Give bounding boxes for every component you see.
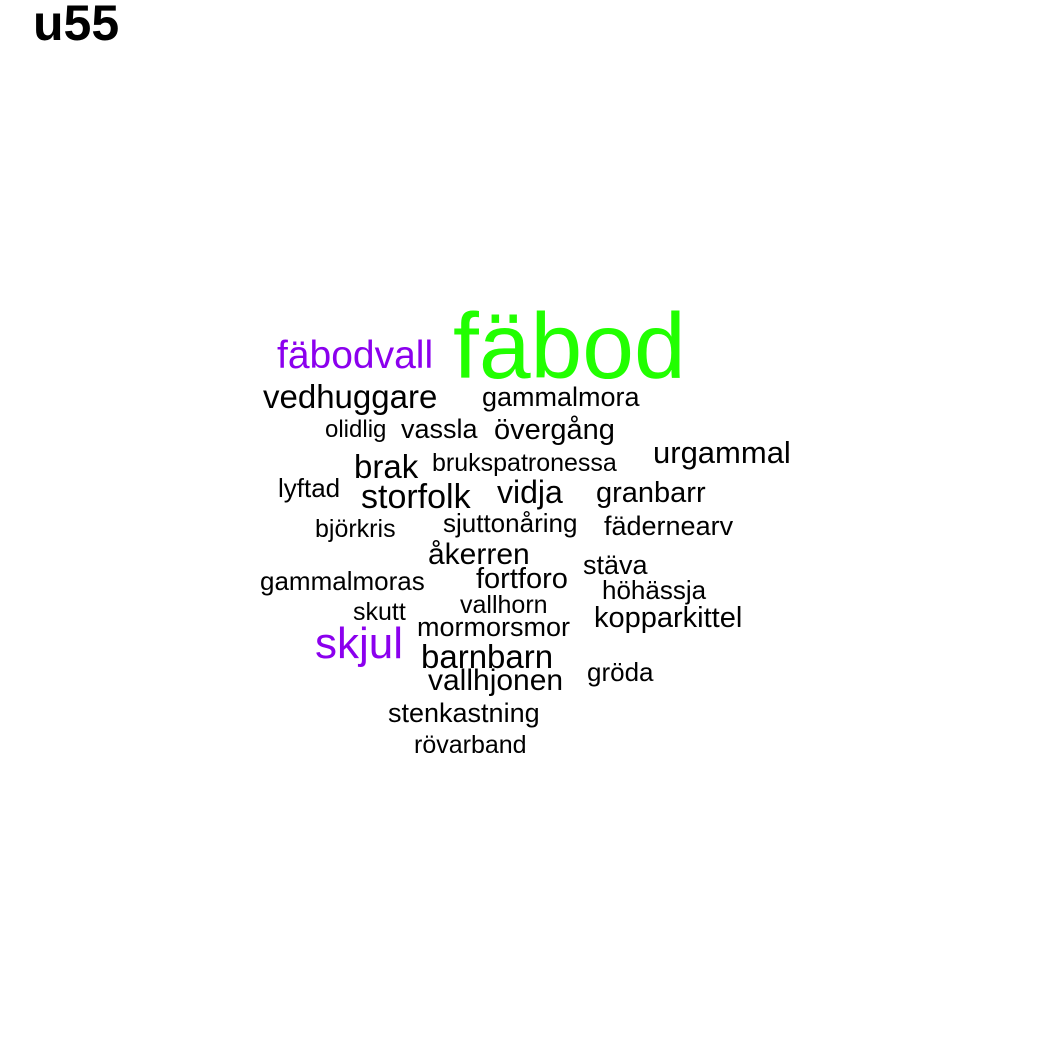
word-vallhorn: vallhorn — [460, 591, 548, 619]
word-brukspatronessa: brukspatronessa — [432, 449, 617, 477]
word-hohassja: höhässja — [602, 575, 707, 605]
word-vassla: vassla — [401, 414, 478, 444]
word-akerren: åkerren — [428, 538, 530, 571]
word-fortforo: fortforo — [476, 563, 568, 595]
word-gammalmoras: gammalmoras — [260, 566, 425, 596]
word-fabod: fäbod — [453, 294, 686, 398]
word-skjul: skjul — [315, 619, 404, 668]
word-rovarband: rövarband — [414, 731, 527, 759]
word-barnbarn: barnbarn — [421, 638, 554, 675]
word-gammalmora: gammalmora — [482, 382, 640, 412]
word-storfolk: storfolk — [361, 478, 471, 516]
word-groda: gröda — [587, 657, 654, 687]
page-title: u55 — [33, 0, 120, 51]
word-skutt: skutt — [353, 598, 406, 626]
word-vedhuggare: vedhuggare — [263, 378, 438, 415]
word-mormorsmor: mormorsmor — [417, 612, 570, 642]
word-granbarr: granbarr — [596, 477, 706, 509]
word-kopparkittel: kopparkittel — [594, 602, 743, 634]
word-sjuttonaring: sjuttonåring — [443, 508, 578, 538]
word-vidja: vidja — [497, 474, 563, 510]
word-stava: stäva — [583, 550, 648, 580]
word-overgang: övergång — [494, 414, 615, 446]
word-vallhjonen: vallhjonen — [428, 664, 564, 697]
word-stenkastning: stenkastning — [388, 698, 540, 728]
word-olidlig: olidlig — [325, 416, 387, 443]
word-lyftad: lyftad — [278, 473, 341, 503]
word-fadernearv: fädernearv — [604, 511, 734, 541]
word-fabodvall: fäbodvall — [277, 334, 434, 377]
word-brak: brak — [354, 448, 419, 485]
word-urgammal: urgammal — [653, 435, 791, 470]
word-bjorkris: björkris — [315, 515, 396, 543]
